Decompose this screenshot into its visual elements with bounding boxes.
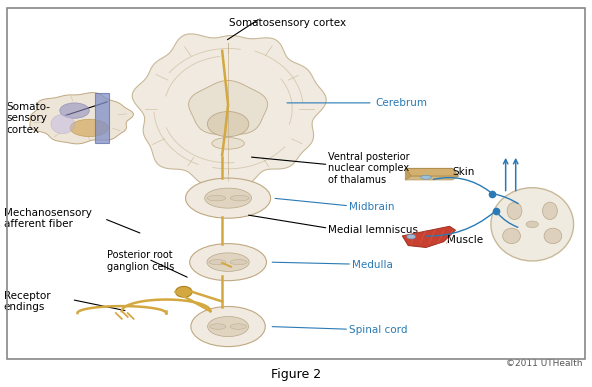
Ellipse shape: [503, 228, 520, 244]
Ellipse shape: [70, 119, 108, 137]
Ellipse shape: [230, 195, 249, 201]
Ellipse shape: [491, 188, 574, 261]
Ellipse shape: [210, 324, 226, 329]
Text: Cerebrum: Cerebrum: [376, 98, 428, 108]
Ellipse shape: [230, 324, 246, 329]
Polygon shape: [132, 34, 326, 187]
Ellipse shape: [175, 286, 192, 297]
Ellipse shape: [209, 260, 226, 265]
Text: Muscle: Muscle: [446, 235, 482, 245]
Ellipse shape: [189, 244, 266, 281]
Text: Skin: Skin: [452, 167, 475, 177]
Ellipse shape: [205, 188, 252, 208]
Ellipse shape: [526, 221, 539, 228]
Ellipse shape: [191, 307, 265, 347]
Ellipse shape: [207, 195, 226, 201]
Ellipse shape: [185, 178, 271, 218]
Ellipse shape: [212, 138, 244, 149]
Text: Midbrain: Midbrain: [349, 202, 395, 212]
Polygon shape: [189, 80, 268, 134]
Polygon shape: [30, 92, 133, 144]
Text: Mechanosensory
afferent fiber: Mechanosensory afferent fiber: [4, 208, 92, 229]
Ellipse shape: [51, 115, 75, 134]
Ellipse shape: [60, 103, 89, 118]
Ellipse shape: [543, 202, 557, 219]
Text: Figure 2: Figure 2: [271, 368, 321, 381]
Ellipse shape: [544, 228, 562, 244]
Polygon shape: [95, 93, 109, 143]
Polygon shape: [406, 168, 458, 176]
Ellipse shape: [207, 111, 249, 137]
Text: Somatosensory cortex: Somatosensory cortex: [229, 18, 346, 28]
Polygon shape: [403, 226, 455, 247]
Text: Spinal cord: Spinal cord: [349, 325, 408, 336]
Ellipse shape: [208, 317, 249, 337]
Text: Somato-
sensory
cortex: Somato- sensory cortex: [7, 102, 50, 135]
Text: Ventral posterior
nuclear complex
of thalamus: Ventral posterior nuclear complex of tha…: [329, 152, 410, 185]
Polygon shape: [406, 176, 458, 180]
Text: Receptor
endings: Receptor endings: [4, 291, 50, 312]
Ellipse shape: [207, 253, 249, 271]
Polygon shape: [406, 168, 411, 180]
Ellipse shape: [407, 235, 416, 239]
Text: Medulla: Medulla: [352, 260, 393, 270]
Text: Posterior root
ganglion cells: Posterior root ganglion cells: [107, 250, 174, 272]
Text: ©2011 UTHealth: ©2011 UTHealth: [506, 359, 583, 368]
Ellipse shape: [421, 175, 431, 179]
Ellipse shape: [230, 260, 247, 265]
Ellipse shape: [507, 202, 522, 219]
Text: Medial lemniscus: Medial lemniscus: [329, 225, 419, 235]
